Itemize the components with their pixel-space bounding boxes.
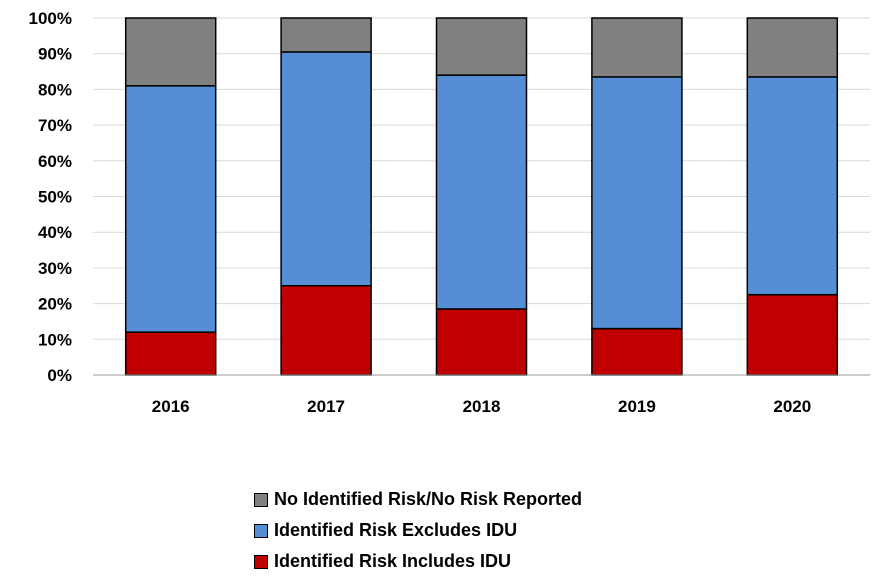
- bar-segment: [280, 285, 372, 376]
- y-tick-label: 60%: [38, 152, 72, 171]
- legend-item: Identified Risk Excludes IDU: [254, 515, 582, 546]
- y-axis-tick-labels: 0% 10% 20% 30% 40% 50% 60% 70% 80% 90% 100%: [29, 9, 72, 385]
- x-tick-label: 2020: [773, 397, 811, 416]
- y-tick-label: 90%: [38, 45, 72, 64]
- x-tick-label: 2016: [152, 397, 190, 416]
- bar-segment: [124, 17, 217, 87]
- bar-segment: [435, 17, 528, 76]
- bar-segment: [435, 74, 528, 310]
- bar-segment: [435, 308, 528, 376]
- y-tick-label: 80%: [38, 80, 72, 99]
- bar-segment: [746, 76, 839, 296]
- bar-segment: [746, 17, 839, 78]
- y-tick-label: 70%: [38, 116, 72, 135]
- legend-label: Identified Risk Excludes IDU: [274, 520, 518, 540]
- y-tick-label: 0%: [47, 366, 72, 385]
- legend-item: No Identified Risk/No Risk Reported: [254, 484, 582, 515]
- bar-segment: [280, 17, 372, 53]
- bar-segment: [591, 76, 683, 330]
- bar-segment: [280, 51, 372, 287]
- x-tick-label: 2018: [463, 397, 501, 416]
- bar-segment: [124, 331, 217, 376]
- legend-label: No Identified Risk/No Risk Reported: [274, 489, 583, 509]
- bar-segment: [591, 327, 683, 376]
- x-axis-tick-labels: 2016 2017 2018 2019 2020: [152, 397, 811, 416]
- bars: [124, 17, 839, 376]
- legend-item: Identified Risk Includes IDU: [254, 546, 582, 577]
- y-tick-label: 100%: [29, 9, 72, 28]
- y-tick-label: 30%: [38, 259, 72, 278]
- y-tick-label: 50%: [38, 188, 72, 207]
- legend-swatch: [254, 523, 268, 538]
- y-tick-label: 10%: [38, 330, 72, 349]
- legend-swatch: [254, 492, 268, 507]
- bar-segment: [591, 17, 683, 78]
- y-tick-label: 40%: [38, 223, 72, 242]
- legend-label: Identified Risk Includes IDU: [274, 551, 512, 571]
- bar-segment: [746, 293, 839, 376]
- y-tick-label: 20%: [38, 295, 72, 314]
- bar-segment: [124, 85, 217, 333]
- x-tick-label: 2017: [307, 397, 345, 416]
- legend-swatch: [254, 554, 268, 569]
- x-tick-label: 2019: [618, 397, 656, 416]
- legend: No Identified Risk/No Risk Reported Ident…: [254, 484, 582, 577]
